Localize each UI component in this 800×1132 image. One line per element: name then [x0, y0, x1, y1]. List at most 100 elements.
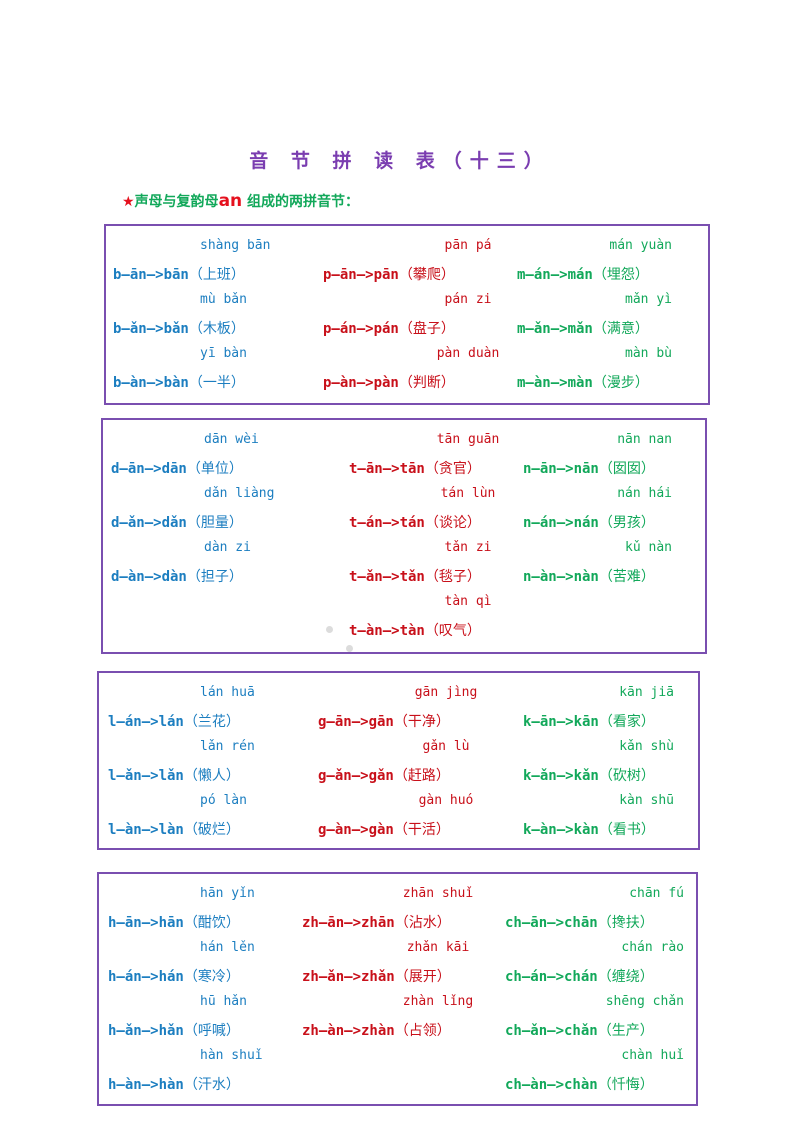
pinyin-label: hàn shuǐ: [200, 1048, 263, 1063]
example-word: （囡囡）: [598, 461, 655, 477]
example-word: （判断）: [398, 375, 455, 391]
spelling-formula: t—ān—>tān: [349, 461, 425, 477]
spelling-entry: l—ǎn—>lǎn（懒人）: [108, 765, 240, 785]
spelling-formula: zh—ǎn—>zhǎn: [302, 969, 395, 985]
pinyin-label: kǔ nàn: [625, 540, 672, 555]
pinyin-label: pó làn: [200, 793, 247, 808]
subtitle-text-after: 组成的两拼音节：: [242, 194, 360, 210]
spelling-entry: ch—ǎn—>chǎn（生产）: [505, 1020, 654, 1040]
pinyin-label: kǎn shù: [619, 739, 674, 754]
spelling-formula: t—án—>tán: [349, 515, 425, 531]
spelling-entry: k—ǎn—>kǎn（砍树）: [523, 765, 655, 785]
spelling-entry: t—àn—>tàn（叹气）: [349, 620, 481, 640]
spelling-entry: d—ān—>dān（单位）: [111, 458, 243, 478]
spelling-entry: d—ǎn—>dǎn（胆量）: [111, 512, 243, 532]
spelling-formula: p—án—>pán: [323, 321, 399, 337]
example-word: （漫步）: [592, 375, 649, 391]
spelling-formula: n—àn—>nàn: [523, 569, 599, 585]
spelling-entry: zh—ǎn—>zhǎn（展开）: [302, 966, 451, 986]
spelling-formula: l—àn—>làn: [108, 822, 184, 838]
example-word: （看书）: [598, 822, 655, 838]
watermark-dot: [326, 626, 333, 633]
example-word: （寒冷）: [183, 969, 240, 985]
spelling-formula: b—ān—>bān: [113, 267, 189, 283]
spelling-formula: p—ān—>pān: [323, 267, 399, 283]
example-word: （呼喊）: [183, 1023, 240, 1039]
example-word: （破烂）: [183, 822, 240, 838]
spelling-formula: k—ǎn—>kǎn: [523, 768, 599, 784]
pinyin-label: tán lùn: [440, 486, 496, 501]
spelling-formula: h—ān—>hān: [108, 915, 184, 931]
pinyin-label: shàng bān: [200, 238, 271, 253]
example-word: （叹气）: [424, 623, 481, 639]
spelling-entry: d—àn—>dàn（担子）: [111, 566, 243, 586]
syllable-box-l-g-k: [97, 671, 700, 850]
pinyin-label: kàn shū: [619, 793, 674, 808]
spelling-entry: b—àn—>bàn（一半）: [113, 372, 245, 392]
star-icon: ★: [122, 194, 135, 210]
spelling-formula: l—án—>lán: [108, 714, 184, 730]
pinyin-label: shēng chǎn: [605, 994, 684, 1009]
spelling-entry: p—án—>pán（盘子）: [323, 318, 455, 338]
spelling-entry: h—án—>hán（寒冷）: [108, 966, 240, 986]
spelling-entry: t—ǎn—>tǎn（毯子）: [349, 566, 481, 586]
subtitle-rhyme: an: [218, 191, 243, 211]
pinyin-label: mǎn yì: [625, 292, 672, 307]
spelling-entry: g—àn—>gàn（干活）: [318, 819, 450, 839]
spelling-formula: p—àn—>pàn: [323, 375, 399, 391]
pinyin-label: lǎn rén: [200, 739, 255, 754]
spelling-entry: g—ǎn—>gǎn（赶路）: [318, 765, 450, 785]
spelling-entry: ch—àn—>chàn（忏悔）: [505, 1074, 654, 1094]
pinyin-label: chān fú: [629, 886, 684, 901]
spelling-entry: k—ān—>kān（看家）: [523, 711, 655, 731]
example-word: （酣饮）: [183, 915, 240, 931]
spelling-formula: b—àn—>bàn: [113, 375, 189, 391]
example-word: （一半）: [188, 375, 245, 391]
spelling-formula: g—ān—>gān: [318, 714, 394, 730]
spelling-formula: n—án—>nán: [523, 515, 599, 531]
pinyin-label: tàn qì: [444, 594, 492, 609]
pinyin-label: yī bàn: [200, 346, 247, 361]
example-word: （谈论）: [424, 515, 481, 531]
pinyin-label: tǎn zi: [444, 540, 492, 555]
pinyin-label: mù bǎn: [200, 292, 247, 307]
pinyin-label: zhǎn kāi: [406, 940, 470, 955]
example-word: （搀扶）: [597, 915, 654, 931]
example-word: （胆量）: [186, 515, 243, 531]
pinyin-label: gān jìng: [414, 685, 478, 700]
section-subtitle: ★声母与复韵母an 组成的两拼音节：: [122, 191, 359, 211]
spelling-entry: h—ān—>hān（酣饮）: [108, 912, 240, 932]
spelling-formula: b—ǎn—>bǎn: [113, 321, 189, 337]
spelling-entry: h—ǎn—>hǎn（呼喊）: [108, 1020, 240, 1040]
spelling-formula: d—àn—>dàn: [111, 569, 187, 585]
example-word: （忏悔）: [597, 1077, 654, 1093]
pinyin-label: hū hǎn: [200, 994, 247, 1009]
pinyin-label: dān wèi: [204, 432, 259, 447]
spelling-entry: h—àn—>hàn（汗水）: [108, 1074, 240, 1094]
pinyin-label: mán yuàn: [609, 238, 672, 253]
spelling-formula: m—ǎn—>mǎn: [517, 321, 593, 337]
example-word: （担子）: [186, 569, 243, 585]
spelling-formula: l—ǎn—>lǎn: [108, 768, 184, 784]
spelling-entry: p—àn—>pàn（判断）: [323, 372, 455, 392]
pinyin-label: gǎn lù: [422, 739, 470, 754]
spelling-formula: k—àn—>kàn: [523, 822, 599, 838]
example-word: （单位）: [186, 461, 243, 477]
example-word: （攀爬）: [398, 267, 455, 283]
spelling-formula: t—àn—>tàn: [349, 623, 425, 639]
spelling-entry: g—ān—>gān（干净）: [318, 711, 450, 731]
example-word: （埋怨）: [592, 267, 649, 283]
spelling-entry: p—ān—>pān（攀爬）: [323, 264, 455, 284]
example-word: （汗水）: [183, 1077, 240, 1093]
pinyin-label: tān guān: [436, 432, 500, 447]
spelling-entry: b—ǎn—>bǎn（木板）: [113, 318, 245, 338]
spelling-formula: ch—àn—>chàn: [505, 1077, 598, 1093]
pinyin-label: nán hái: [617, 486, 672, 501]
spelling-entry: ch—án—>chán（缠绕）: [505, 966, 654, 986]
example-word: （懒人）: [183, 768, 240, 784]
spelling-formula: ch—ǎn—>chǎn: [505, 1023, 598, 1039]
pinyin-label: pān pá: [444, 238, 492, 253]
watermark-dot: [346, 645, 353, 652]
syllable-box-b-p-m: [104, 224, 710, 405]
spelling-formula: d—ǎn—>dǎn: [111, 515, 187, 531]
